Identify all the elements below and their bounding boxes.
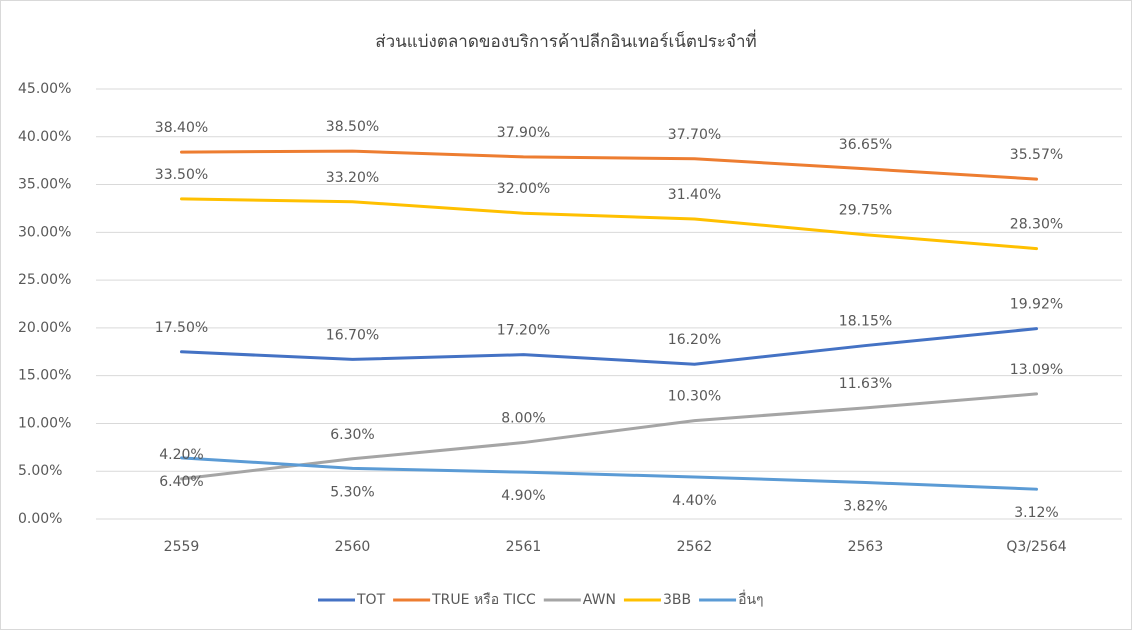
legend-label: AWN [583,592,616,608]
series-line [180,456,1038,491]
x-tick-label: 2563 [848,539,884,555]
y-tick-label: 20.00% [18,320,71,336]
data-label: 4.20% [159,447,203,463]
data-label: 6.40% [159,474,203,490]
y-tick-label: 5.00% [18,463,62,479]
data-label: 38.40% [155,120,208,136]
y-tick-label: 25.00% [18,272,71,288]
legend-label: TOT [356,592,386,608]
data-label: 37.70% [668,127,721,143]
data-label: 31.40% [668,187,721,203]
data-label: 17.20% [497,323,550,339]
x-tick-label: 2559 [164,539,200,555]
data-label: 18.15% [839,314,892,330]
series-line [180,197,1038,251]
data-label: 17.50% [155,320,208,336]
data-label: 33.50% [155,167,208,183]
y-tick-label: 40.00% [18,129,71,145]
series-line [180,327,1038,366]
x-tick-label: 2560 [335,539,371,555]
data-label: 13.09% [1010,362,1063,378]
data-label: 11.63% [839,376,892,392]
data-label: 35.57% [1010,147,1063,163]
data-label: 32.00% [497,181,550,197]
data-label: 19.92% [1010,297,1063,313]
legend-label: 3BB [663,592,691,608]
data-label: 4.90% [501,488,545,504]
data-label: 3.12% [1014,505,1058,521]
y-tick-label: 15.00% [18,368,71,384]
series-line [180,149,1038,181]
data-label: 4.40% [672,493,716,509]
data-label: 5.30% [330,484,374,500]
data-label: 6.30% [330,427,374,443]
y-tick-label: 0.00% [18,511,62,527]
data-label: 3.82% [843,498,887,514]
legend-label: อื่นๆ [738,590,764,608]
data-label: 38.50% [326,119,379,135]
y-tick-label: 30.00% [18,224,71,240]
y-tick-label: 45.00% [18,81,71,97]
data-label: 28.30% [1010,217,1063,233]
data-label: 33.20% [326,170,379,186]
data-label: 16.20% [668,332,721,348]
x-tick-label: Q3/2564 [1006,539,1066,555]
data-label: 36.65% [839,137,892,153]
y-tick-label: 10.00% [18,415,71,431]
x-tick-label: 2561 [506,539,542,555]
data-label: 16.70% [326,327,379,343]
legend-label: TRUE หรือ TICC [431,592,536,608]
x-tick-label: 2562 [677,539,713,555]
y-tick-label: 35.00% [18,177,71,193]
data-label: 37.90% [497,125,550,141]
data-label: 10.30% [668,389,721,405]
chart-title: ส่วนแบ่งตลาดของบริการค้าปลีกอินเทอร์เน็ต… [375,29,757,52]
data-label: 29.75% [839,203,892,219]
data-label: 8.00% [501,411,545,427]
series-line [180,392,1038,481]
